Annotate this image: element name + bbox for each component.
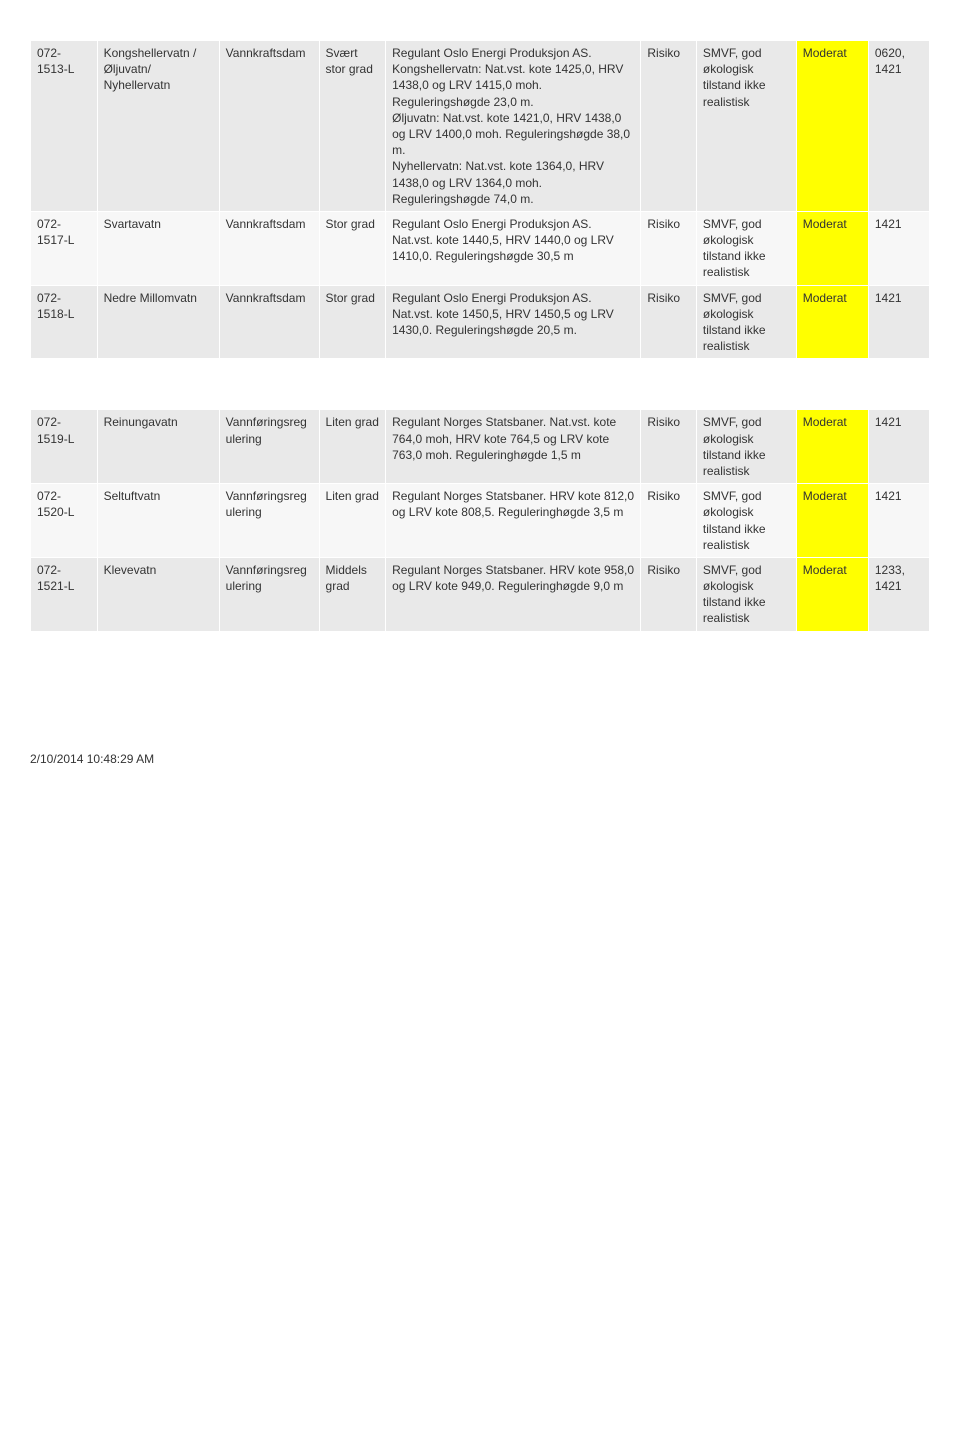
cell-code: 1421 <box>868 285 929 359</box>
table-row: 072-1519-LReinungavatnVannføringsreguler… <box>31 410 930 484</box>
cell-mod: Moderat <box>796 557 868 631</box>
cell-desc: Regulant Norges Statsbaner. HRV kote 958… <box>386 557 641 631</box>
cell-name: Reinungavatn <box>97 410 219 484</box>
table-row: 072-1521-LKlevevatnVannføringsregulering… <box>31 557 930 631</box>
cell-smvf: SMVF, god økologisk tilstand ikke realis… <box>696 410 796 484</box>
cell-id: 072-1521-L <box>31 557 98 631</box>
cell-name: Klevevatn <box>97 557 219 631</box>
cell-id: 072-1513-L <box>31 41 98 212</box>
cell-grad: Svært stor grad <box>319 41 386 212</box>
cell-smvf: SMVF, god økologisk tilstand ikke realis… <box>696 484 796 558</box>
cell-smvf: SMVF, god økologisk tilstand ikke realis… <box>696 41 796 212</box>
cell-code: 1233, 1421 <box>868 557 929 631</box>
cell-type: Vannkraftsdam <box>219 41 319 212</box>
cell-mod: Moderat <box>796 484 868 558</box>
cell-smvf: SMVF, god økologisk tilstand ikke realis… <box>696 211 796 285</box>
cell-name: Kongshellervatn / Øljuvatn/ Nyhellervatn <box>97 41 219 212</box>
cell-name: Nedre Millomvatn <box>97 285 219 359</box>
cell-mod: Moderat <box>796 285 868 359</box>
cell-grad: Middels grad <box>319 557 386 631</box>
cell-grad: Stor grad <box>319 211 386 285</box>
table-row: 072-1520-LSeltuftvatnVannføringsreguleri… <box>31 484 930 558</box>
cell-desc: Regulant Oslo Energi Produksjon AS. Kong… <box>386 41 641 212</box>
cell-code: 1421 <box>868 484 929 558</box>
cell-risk: Risiko <box>641 285 696 359</box>
cell-risk: Risiko <box>641 484 696 558</box>
cell-type: Vannkraftsdam <box>219 285 319 359</box>
cell-mod: Moderat <box>796 41 868 212</box>
table-row: 072-1518-LNedre MillomvatnVannkraftsdamS… <box>31 285 930 359</box>
data-table: 072-1513-LKongshellervatn / Øljuvatn/ Ny… <box>30 40 930 359</box>
cell-code: 1421 <box>868 211 929 285</box>
cell-risk: Risiko <box>641 41 696 212</box>
cell-type: Vannføringsregulering <box>219 557 319 631</box>
cell-risk: Risiko <box>641 410 696 484</box>
cell-desc: Regulant Norges Statsbaner. HRV kote 812… <box>386 484 641 558</box>
cell-mod: Moderat <box>796 410 868 484</box>
cell-grad: Stor grad <box>319 285 386 359</box>
cell-smvf: SMVF, god økologisk tilstand ikke realis… <box>696 557 796 631</box>
cell-mod: Moderat <box>796 211 868 285</box>
footer-timestamp: 2/10/2014 10:48:29 AM <box>30 752 930 766</box>
cell-id: 072-1517-L <box>31 211 98 285</box>
cell-name: Svartavatn <box>97 211 219 285</box>
cell-type: Vannføringsregulering <box>219 484 319 558</box>
table-row: 072-1517-LSvartavatnVannkraftsdamStor gr… <box>31 211 930 285</box>
cell-code: 0620, 1421 <box>868 41 929 212</box>
cell-risk: Risiko <box>641 211 696 285</box>
cell-grad: Liten grad <box>319 410 386 484</box>
cell-desc: Regulant Norges Statsbaner. Nat.vst. kot… <box>386 410 641 484</box>
cell-grad: Liten grad <box>319 484 386 558</box>
cell-desc: Regulant Oslo Energi Produksjon AS. Nat.… <box>386 211 641 285</box>
cell-smvf: SMVF, god økologisk tilstand ikke realis… <box>696 285 796 359</box>
cell-risk: Risiko <box>641 557 696 631</box>
cell-id: 072-1519-L <box>31 410 98 484</box>
cell-type: Vannføringsregulering <box>219 410 319 484</box>
cell-desc: Regulant Oslo Energi Produksjon AS. Nat.… <box>386 285 641 359</box>
table-row: 072-1513-LKongshellervatn / Øljuvatn/ Ny… <box>31 41 930 212</box>
cell-code: 1421 <box>868 410 929 484</box>
cell-id: 072-1518-L <box>31 285 98 359</box>
data-table: 072-1519-LReinungavatnVannføringsreguler… <box>30 409 930 631</box>
cell-id: 072-1520-L <box>31 484 98 558</box>
cell-name: Seltuftvatn <box>97 484 219 558</box>
cell-type: Vannkraftsdam <box>219 211 319 285</box>
